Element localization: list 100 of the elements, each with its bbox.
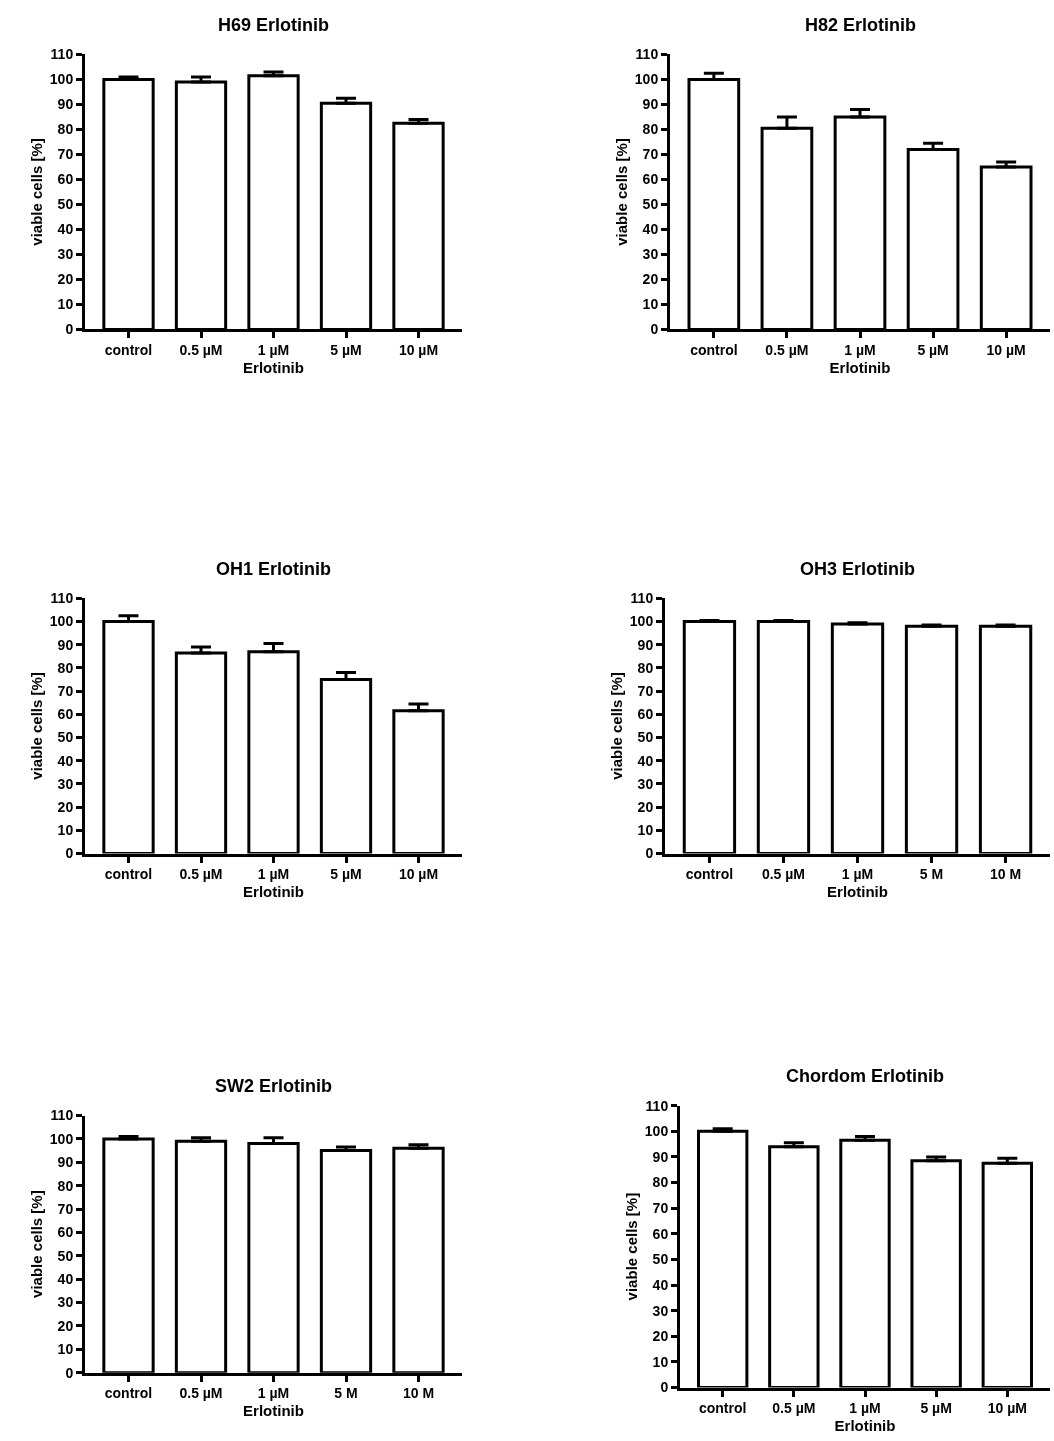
y-axis-title: viable cells [%] [613, 138, 631, 246]
x-tick-label: control [690, 342, 738, 359]
y-tick-label: 100 [49, 71, 74, 88]
y-tick-label: 80 [57, 1177, 74, 1194]
x-axis-title: Erlotinib [243, 883, 304, 901]
x-tick-label: 10 µM [986, 342, 1026, 359]
x-tick-label: 0.5 µM [765, 342, 809, 359]
y-tick-label: 70 [637, 683, 654, 700]
x-tick-label: control [104, 1385, 153, 1402]
x-axis-title: Erlotinib [243, 359, 304, 377]
y-tick-label: 60 [637, 706, 654, 723]
x-tick-label: 1 µM [841, 866, 874, 883]
y-tick-label: 10 [57, 822, 74, 839]
y-tick-label: 60 [57, 706, 74, 723]
x-tick-label: 0.5 µM [179, 1385, 223, 1402]
chart-title: H69 Erlotinib [218, 15, 330, 35]
y-tick-label: 50 [57, 196, 74, 213]
x-tick-label: 5 µM [920, 1400, 952, 1417]
y-tick-label: 40 [642, 221, 659, 238]
y-tick-label: 30 [57, 775, 74, 792]
y-tick-label: 0 [65, 321, 74, 338]
chart-title: OH1 Erlotinib [216, 559, 332, 579]
y-tick-label: 110 [635, 46, 659, 63]
x-tick-label: 1 µM [257, 342, 290, 359]
y-tick-label: 20 [57, 271, 74, 288]
x-tick-label: 1 µM [844, 342, 876, 359]
y-tick-label: 60 [652, 1225, 669, 1242]
y-tick-label: 80 [57, 659, 74, 676]
y-tick-label: 70 [57, 683, 74, 700]
x-tick-label: 10 µM [987, 1400, 1027, 1417]
y-tick-label: 50 [57, 729, 74, 746]
y-tick-label: 70 [57, 146, 74, 163]
x-tick-label: 0.5 µM [761, 866, 806, 883]
y-tick-label: 100 [644, 1123, 669, 1140]
y-tick-label: 30 [57, 246, 74, 263]
x-tick-label: control [698, 1400, 747, 1417]
y-tick-label: 10 [652, 1353, 669, 1370]
y-tick-label: 10 [57, 296, 74, 313]
y-tick-label: 110 [630, 590, 654, 607]
y-tick-label: 110 [50, 1107, 74, 1124]
x-tick-label: control [104, 342, 153, 359]
y-tick-label: 0 [660, 1379, 669, 1396]
y-tick-label: 90 [57, 96, 74, 113]
y-tick-label: 0 [650, 321, 659, 338]
y-tick-label: 80 [652, 1174, 669, 1191]
y-tick-label: 10 [637, 822, 654, 839]
x-tick-label: 10 µM [398, 866, 439, 883]
y-tick-label: 50 [637, 729, 654, 746]
y-tick-label: 50 [57, 1247, 74, 1264]
y-tick-label: 80 [57, 121, 74, 138]
chart-title: H82 Erlotinib [805, 15, 917, 35]
y-tick-label: 90 [57, 1154, 74, 1171]
x-tick-label: 1 µM [257, 866, 290, 883]
x-tick-label: 5 µM [330, 866, 362, 883]
y-tick-label: 100 [49, 1130, 74, 1147]
y-tick-label: 100 [634, 71, 659, 88]
x-axis-title: Erlotinib [829, 359, 891, 377]
x-tick-label: 5 µM [917, 342, 949, 359]
x-tick-label: 0.5 µM [179, 866, 223, 883]
y-tick-label: 40 [57, 1271, 74, 1288]
y-axis-title: viable cells [%] [608, 672, 626, 780]
x-tick-label: 5 µM [330, 342, 362, 359]
y-tick-label: 10 [57, 1341, 74, 1358]
y-tick-label: 0 [65, 845, 74, 862]
y-tick-label: 100 [49, 613, 74, 630]
x-tick-label: 5 M [334, 1385, 358, 1402]
y-tick-label: 50 [642, 196, 659, 213]
y-tick-label: 50 [652, 1251, 669, 1268]
y-tick-label: 0 [645, 845, 654, 862]
y-axis-title: viable cells [%] [623, 1192, 641, 1301]
y-tick-label: 70 [652, 1200, 669, 1217]
x-tick-label: 10 M [990, 866, 1022, 883]
y-tick-label: 40 [637, 752, 654, 769]
y-axis-title: viable cells [%] [28, 672, 46, 780]
y-tick-label: 20 [637, 799, 654, 816]
x-tick-label: 5 M [919, 866, 944, 883]
x-tick-label: control [685, 866, 734, 883]
y-tick-label: 70 [57, 1200, 74, 1217]
y-axis-title: viable cells [%] [28, 1190, 46, 1298]
y-tick-label: 60 [57, 1224, 74, 1241]
chart-title: Chordom Erlotinib [786, 1066, 944, 1086]
y-tick-label: 40 [57, 221, 74, 238]
y-tick-label: 20 [652, 1328, 669, 1345]
x-tick-label: 0.5 µM [179, 342, 223, 359]
y-tick-label: 10 [642, 296, 659, 313]
y-tick-label: 0 [65, 1364, 74, 1381]
chart-title: OH3 Erlotinib [800, 559, 916, 579]
x-axis-title: Erlotinib [243, 1402, 304, 1420]
y-tick-label: 60 [642, 171, 659, 188]
y-tick-label: 90 [652, 1148, 669, 1165]
y-tick-label: 70 [642, 146, 659, 163]
y-axis-title: viable cells [%] [28, 138, 46, 246]
y-tick-label: 40 [652, 1276, 669, 1293]
y-tick-label: 30 [57, 1294, 74, 1311]
x-tick-label: 0.5 µM [772, 1400, 816, 1417]
x-tick-label: control [104, 866, 153, 883]
y-tick-label: 90 [642, 96, 659, 113]
y-tick-label: 20 [642, 271, 659, 288]
y-tick-label: 100 [629, 613, 654, 630]
y-tick-label: 90 [57, 636, 74, 653]
